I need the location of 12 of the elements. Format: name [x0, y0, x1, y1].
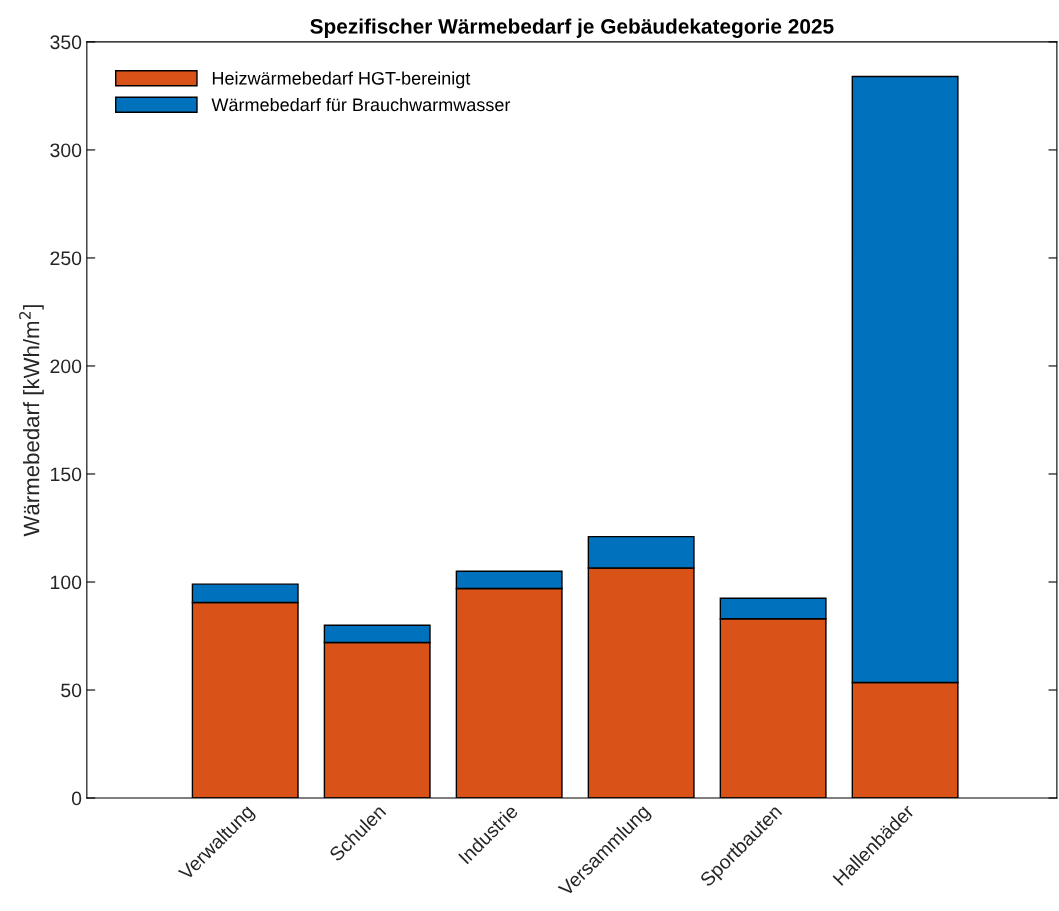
legend-label: Wärmebedarf für Brauchwarmwasser — [211, 97, 511, 112]
y-axis-title: Wärmebedarf [kWh/m$^{2}$] — [19, 305, 44, 537]
y-tick-label: 250 — [50, 251, 82, 266]
chart-title: Spezifischer Wärmebedarf je Gebäudekategorie 2025 — [310, 18, 834, 38]
y-tick-label: 300 — [50, 143, 82, 158]
y-tick-label: 150 — [51, 467, 82, 482]
y-tick-label: 350 — [50, 35, 82, 50]
y-tick-label: 200 — [50, 359, 82, 374]
y-tick-label: 100 — [51, 575, 82, 590]
y-tick-label: 0 — [71, 791, 82, 806]
y-tick-label: 50 — [61, 683, 82, 698]
legend-label: Heizwärmebedarf HGT-bereinigt — [212, 71, 471, 89]
